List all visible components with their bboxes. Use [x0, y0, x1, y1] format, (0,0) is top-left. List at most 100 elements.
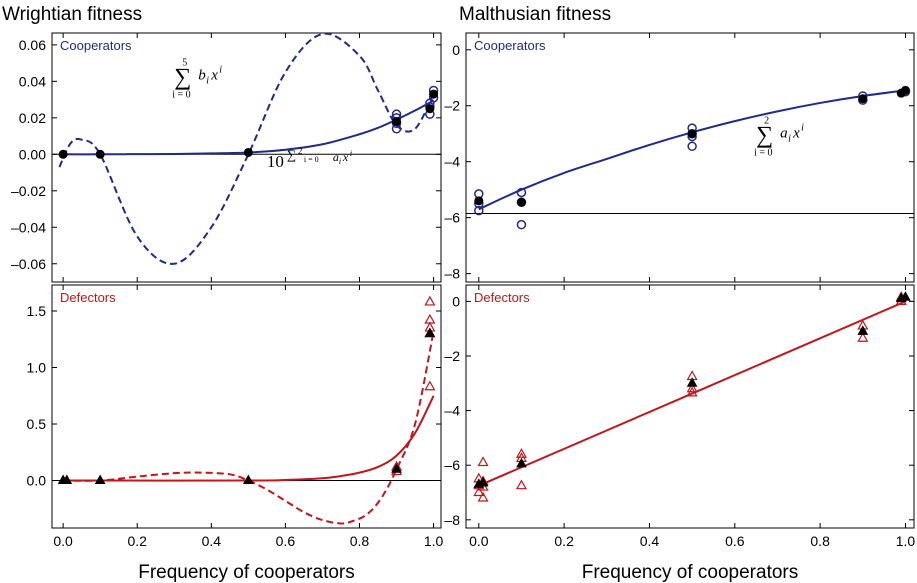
chart-panel-3: 0.0 0.5 1.0 1.5 0.0 0.2 0.4 0.6 0.8 1.0 Frequency …	[27, 284, 444, 583]
data-point-mean	[424, 327, 436, 338]
data-point-open	[424, 295, 436, 306]
x-tick-label: 0.6	[725, 533, 745, 549]
plot-area	[474, 85, 911, 230]
formula-superscript: i	[350, 149, 352, 158]
data-point-open	[857, 332, 869, 342]
y-tick-label: 0.06	[19, 37, 46, 53]
data-point-mean	[242, 474, 254, 485]
x-axis-label: Frequency of cooperators	[582, 562, 799, 583]
y-tick-label: –0.02	[11, 183, 46, 199]
data-point-open	[687, 141, 697, 152]
x-axis-label: Frequency of cooperators	[138, 562, 355, 583]
chart-panel-2: Malthusian fitness 0 –2 –4 –6 –8 Cooperators 2∑…	[444, 4, 915, 283]
formula-coefficient: a	[333, 150, 339, 164]
data-point-mean	[243, 147, 253, 157]
series-line-solid	[63, 395, 435, 482]
data-point-open	[473, 486, 485, 497]
x-tick-label: 0.8	[350, 533, 370, 549]
y-tick-label: –8	[444, 266, 460, 282]
data-point-mean	[686, 377, 698, 387]
x-tick-label: 0.2	[554, 533, 574, 549]
series-line-dashed	[63, 331, 435, 525]
formula-lower-limit: i = 0	[172, 89, 190, 100]
plot-frame	[51, 32, 442, 283]
y-tick-label: –6	[444, 210, 460, 226]
y-tick-label: –8	[444, 512, 460, 528]
x-tick-label: 1.0	[424, 533, 444, 549]
formula-annotation: 2∑i = 0a i x i	[754, 115, 804, 158]
data-point-open	[477, 491, 489, 502]
plot-area	[57, 295, 436, 525]
x-tick-label: 0.8	[810, 533, 830, 549]
panel-label: Defectors	[474, 290, 530, 305]
data-point-mean	[516, 457, 527, 468]
series-line-solid	[478, 300, 906, 487]
data-point-mean	[94, 474, 106, 485]
panel-label: Defectors	[60, 290, 116, 305]
data-point-mean	[391, 463, 402, 473]
plot-frame	[465, 284, 915, 529]
data-point-mean	[429, 89, 439, 99]
formula-lower-limit: i = 0	[304, 155, 319, 164]
y-tick-label: –6	[444, 457, 460, 473]
data-point-open	[515, 479, 527, 490]
formula-lower-limit: i = 0	[754, 147, 772, 158]
y-tick-label: 0	[452, 293, 460, 309]
formula-sum-symbol: ∑	[287, 147, 296, 162]
x-tick-label: 0.4	[640, 533, 660, 549]
formula-variable: x	[342, 150, 349, 164]
data-point-mean	[900, 291, 911, 301]
chart-panel-1: Wrightian fitness –0.06 –0.04 –0.02 0.00 0.02…	[2, 4, 442, 283]
y-tick-label: –0.06	[11, 256, 46, 272]
y-tick-label: 0.04	[19, 73, 46, 89]
formula-upper-limit: 2	[298, 146, 303, 156]
series-line-solid	[59, 99, 435, 156]
data-point-mean	[900, 85, 910, 95]
y-tick-label: 1.5	[27, 303, 47, 319]
panel-label: Cooperators	[60, 38, 132, 53]
data-point-open	[474, 205, 484, 216]
y-tick-label: 0.00	[19, 146, 46, 162]
formula-annotation: 5∑i = 0b i x i	[172, 57, 222, 100]
panel-title: Wrightian fitness	[2, 4, 142, 25]
data-point-mean	[392, 116, 402, 126]
data-point-mean	[858, 94, 868, 104]
formula-superscript: i	[801, 122, 804, 133]
plot-area	[58, 33, 439, 265]
data-point-mean	[95, 149, 105, 159]
y-tick-label: 1.0	[27, 360, 47, 376]
plot-frame	[51, 284, 442, 529]
y-tick-label: 0.5	[27, 416, 47, 432]
formula-variable: x	[210, 67, 218, 83]
data-point-mean	[516, 197, 526, 207]
data-point-open	[686, 386, 698, 397]
formula-subscript: i	[339, 157, 341, 166]
x-tick-label: 0.4	[202, 533, 222, 549]
formula-coefficient: a	[780, 125, 788, 141]
data-point-open	[686, 382, 698, 393]
plot-frame	[465, 32, 915, 283]
y-tick-label: 0.0	[27, 473, 47, 489]
series-line-dashed	[58, 33, 435, 265]
formula-upper-limit: 2	[764, 115, 769, 126]
formula-sum-symbol: ∑	[756, 122, 773, 148]
data-point-mean	[425, 104, 435, 114]
x-tick-label: 1.0	[896, 533, 916, 549]
formula-superscript: i	[219, 64, 222, 75]
formula-subscript: i	[788, 133, 791, 144]
y-tick-label: –2	[444, 98, 460, 114]
formula-base: 10	[267, 152, 284, 171]
formula-upper-limit: 5	[182, 57, 187, 68]
data-point-mean	[58, 149, 68, 159]
y-tick-label: –0.04	[11, 219, 46, 235]
data-point-mean	[61, 474, 73, 485]
data-point-mean	[477, 476, 489, 487]
chart-panel-4: 0 –2 –4 –6 –8 0.0 0.2 0.4 0.6 0.8 1.0 Frequency of …	[444, 284, 916, 583]
y-tick-label: –4	[444, 403, 460, 419]
data-point-open	[516, 219, 527, 230]
formula-variable: x	[792, 125, 800, 141]
formula-subscript: i	[206, 75, 209, 86]
y-tick-label: –4	[444, 154, 460, 170]
